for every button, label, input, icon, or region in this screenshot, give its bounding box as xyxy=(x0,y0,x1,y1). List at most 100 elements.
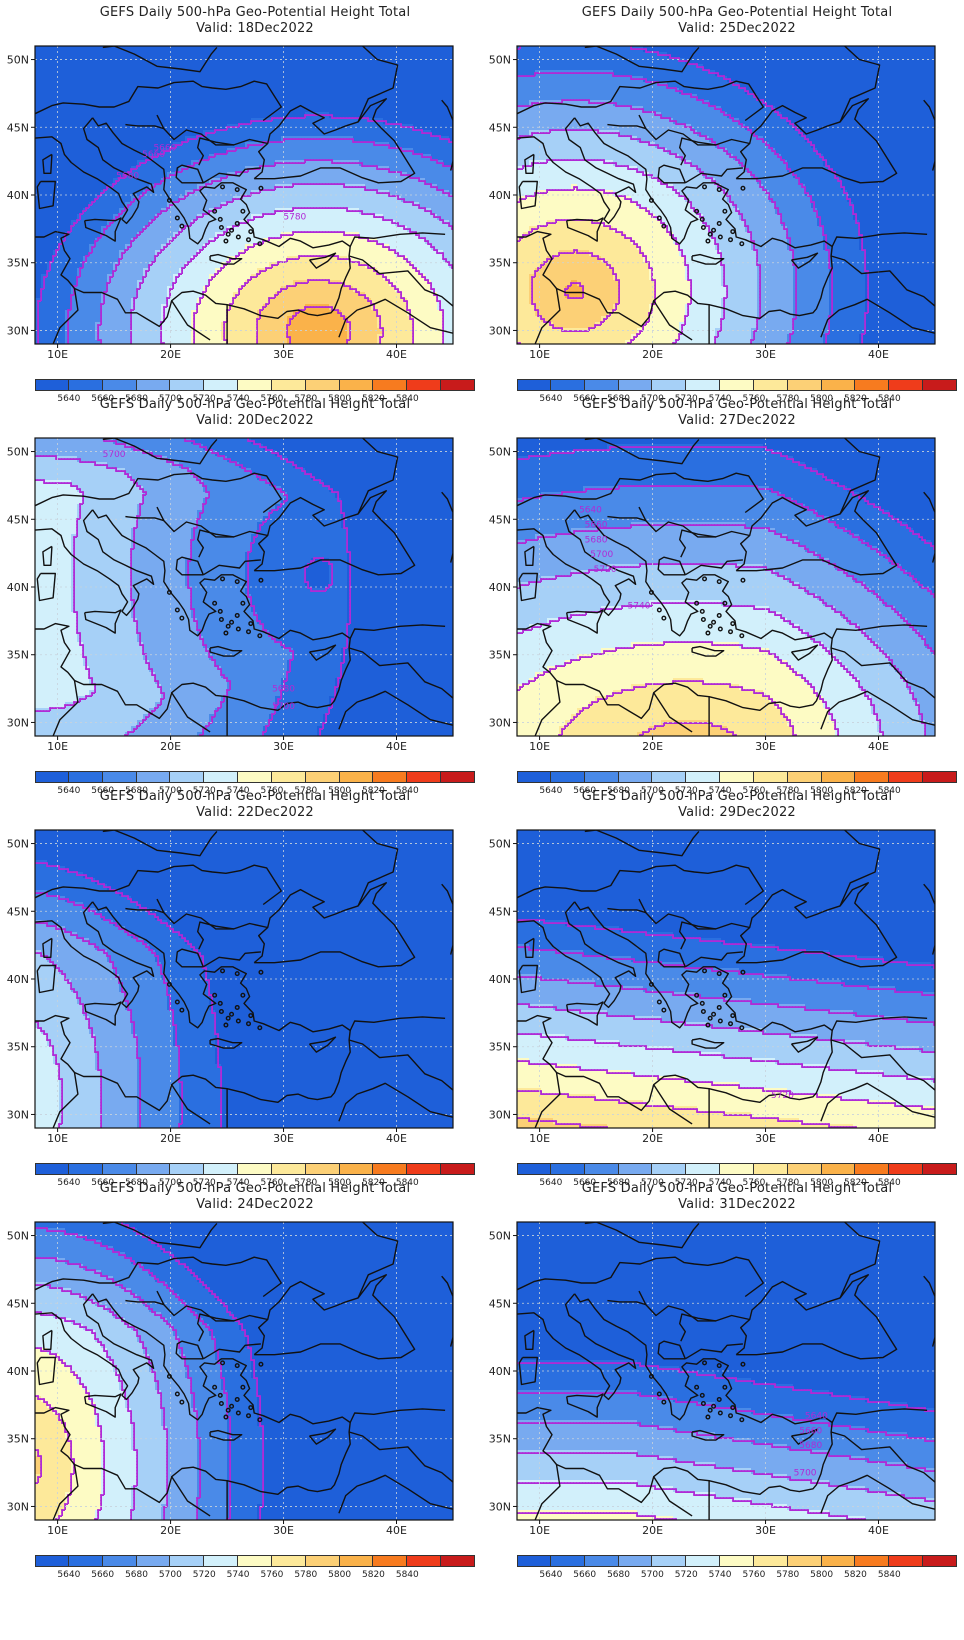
lon-tick-label: 40E xyxy=(386,348,407,361)
legend-swatch xyxy=(68,771,103,783)
legend-swatch xyxy=(517,771,551,783)
lon-tick-label: 10E xyxy=(529,1524,550,1537)
legend-swatch xyxy=(753,1163,788,1175)
panel-title: GEFS Daily 500-hPa Geo-Potential Height … xyxy=(35,5,475,21)
lat-tick-label: 30N xyxy=(489,1500,511,1513)
legend-label: 5640 xyxy=(57,394,80,404)
legend-swatch xyxy=(238,379,272,391)
contour-label: 5680 xyxy=(116,172,139,182)
contour-label: 5700 xyxy=(103,450,126,460)
legend-label: 5660 xyxy=(91,1570,114,1580)
legend-swatch xyxy=(923,771,957,783)
legend-swatch xyxy=(339,1163,374,1175)
lat-tick-label: 50N xyxy=(489,54,511,67)
legend-label: 5840 xyxy=(396,394,419,404)
legend-label: 5700 xyxy=(159,1570,182,1580)
panel-valid-date: Valid: 31Dec2022 xyxy=(517,1197,957,1213)
lat-tick-label: 30N xyxy=(489,1108,511,1121)
legend-swatch xyxy=(923,1163,957,1175)
lon-tick-label: 40E xyxy=(386,1524,407,1537)
legend-swatch xyxy=(35,1163,69,1175)
legend-swatch xyxy=(339,771,374,783)
coastlines xyxy=(517,1222,935,1520)
legend-label: 5720 xyxy=(675,1570,698,1580)
legend-swatch xyxy=(204,379,239,391)
legend-swatch xyxy=(720,1555,754,1567)
legend-label: 5760 xyxy=(260,786,283,796)
map-plot: 10E 20E 30E 40E 50N 45N 40N 35N 30N xyxy=(489,45,936,361)
legend-label: 5760 xyxy=(260,394,283,404)
lat-tick-label: 30N xyxy=(7,1500,29,1513)
legend-swatch xyxy=(821,1555,856,1567)
legend-label: 5820 xyxy=(844,786,867,796)
legend-label: 5700 xyxy=(641,786,664,796)
legend-label: 5680 xyxy=(607,786,630,796)
map-plot: 10E 20E 30E 40E 50N 45N 40N 35N 30N xyxy=(7,1221,454,1537)
legend-label: 5700 xyxy=(641,1570,664,1580)
legend-swatch xyxy=(35,379,69,391)
lat-tick-label: 30N xyxy=(7,1108,29,1121)
legend-label: 5780 xyxy=(776,1570,799,1580)
legend-label: 5720 xyxy=(193,394,216,404)
legend-swatch xyxy=(136,379,171,391)
legend-swatch xyxy=(686,1163,721,1175)
legend-swatch xyxy=(550,771,585,783)
map-plot: 5720 10E 20E 30E 40E 50N 45N 40N 35N 30N xyxy=(489,829,936,1145)
lon-tick-label: 10E xyxy=(47,740,68,753)
legend-swatch xyxy=(821,379,856,391)
legend-label: 5720 xyxy=(675,394,698,404)
legend-label: 5740 xyxy=(709,1570,732,1580)
legend-swatch xyxy=(271,1555,306,1567)
legend-swatch xyxy=(753,1555,788,1567)
legend-label: 5780 xyxy=(294,786,317,796)
contour-lines xyxy=(37,114,453,344)
legend-label: 5680 xyxy=(125,786,148,796)
lat-tick-label: 35N xyxy=(7,1433,29,1446)
legend-label: 5680 xyxy=(607,394,630,404)
legend-swatch xyxy=(652,379,687,391)
legend-swatch xyxy=(170,1163,205,1175)
legend-swatch xyxy=(238,771,272,783)
legend-label: 5720 xyxy=(193,1178,216,1188)
lat-tick-label: 45N xyxy=(489,513,511,526)
panel-valid-date: Valid: 29Dec2022 xyxy=(517,805,957,821)
legend-label: 5760 xyxy=(742,1570,765,1580)
contour-lines xyxy=(35,862,222,1128)
lon-tick-label: 10E xyxy=(529,740,550,753)
legend-swatch xyxy=(373,1555,408,1567)
contour-label: 5700 xyxy=(272,702,295,712)
legend-label: 5760 xyxy=(742,1178,765,1188)
map-panel: GEFS Daily 500-hPa Geo-Potential Height … xyxy=(0,0,482,410)
legend-swatch xyxy=(407,1555,442,1567)
color-legend: 5640 5660 5680 5700 5720 5740 5760 5780 5800 5820… xyxy=(517,771,957,799)
legend-swatch xyxy=(35,771,69,783)
legend-swatch xyxy=(102,379,137,391)
legend-swatch xyxy=(305,1555,340,1567)
color-legend: 5640 5660 5680 5700 5720 5740 5760 5780 5800 5820… xyxy=(35,1555,475,1583)
legend-label: 5660 xyxy=(91,1178,114,1188)
legend-swatch xyxy=(339,1555,374,1567)
legend-label: 5720 xyxy=(193,1570,216,1580)
legend-swatch xyxy=(238,1555,272,1567)
legend-label: 5840 xyxy=(878,1178,901,1188)
legend-swatch xyxy=(550,379,585,391)
legend-swatch xyxy=(136,1555,171,1567)
panel-title: GEFS Daily 500-hPa Geo-Potential Height … xyxy=(517,397,957,413)
panel-title: GEFS Daily 500-hPa Geo-Potential Height … xyxy=(517,789,957,805)
map-plot: 5640 5660 5680 5700 5720 5740 10E 20E 30E 40E 50N 4… xyxy=(489,437,936,753)
legend-label: 5760 xyxy=(260,1570,283,1580)
legend-label: 5700 xyxy=(159,786,182,796)
legend-swatch xyxy=(339,379,374,391)
lon-tick-label: 20E xyxy=(160,1132,181,1145)
legend-swatch xyxy=(407,379,442,391)
lat-tick-label: 40N xyxy=(489,189,511,202)
lat-tick-label: 45N xyxy=(7,121,29,134)
panel-valid-date: Valid: 18Dec2022 xyxy=(35,21,475,37)
legend-label: 5660 xyxy=(573,1178,596,1188)
legend-label: 5720 xyxy=(675,1178,698,1188)
legend-label: 5660 xyxy=(573,786,596,796)
legend-label: 5840 xyxy=(396,786,419,796)
legend-swatch xyxy=(102,1555,137,1567)
color-legend: 5640 5660 5680 5700 5720 5740 5760 5780 5800 5820… xyxy=(35,771,475,799)
